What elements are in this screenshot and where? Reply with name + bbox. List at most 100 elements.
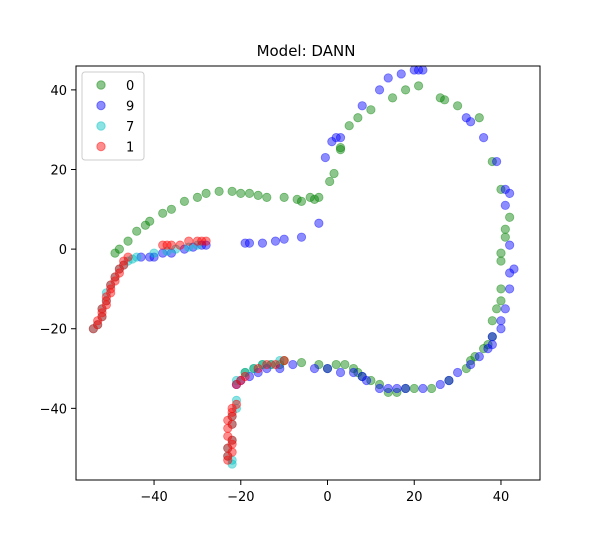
point-series-7 <box>223 451 233 461</box>
point-series-1 <box>162 240 172 250</box>
point-series-9 <box>374 383 385 394</box>
point-series-9 <box>500 304 510 314</box>
point-series-1 <box>123 252 133 262</box>
point-series-0 <box>114 244 124 254</box>
point-series-0 <box>227 186 237 196</box>
point-series-9 <box>418 383 428 394</box>
point-series-1 <box>223 443 233 453</box>
point-series-0 <box>344 121 354 131</box>
point-series-0 <box>249 363 259 374</box>
point-series-0 <box>340 359 350 370</box>
point-series-1 <box>166 240 177 250</box>
y-tick-label: −20 <box>40 323 67 338</box>
point-series-1 <box>158 240 168 250</box>
point-series-0 <box>444 375 454 386</box>
point-series-7 <box>110 272 120 282</box>
point-series-7 <box>192 240 203 250</box>
point-series-9 <box>322 363 333 374</box>
point-series-9 <box>505 284 515 294</box>
point-series-0 <box>296 196 307 206</box>
point-series-7 <box>123 256 133 266</box>
point-series-1 <box>184 236 194 246</box>
point-series-0 <box>262 192 272 202</box>
point-series-7 <box>97 304 107 314</box>
point-series-0 <box>292 194 302 204</box>
point-series-1 <box>93 320 103 330</box>
point-series-0 <box>500 232 510 242</box>
legend: 0 9 7 1 <box>81 71 145 161</box>
point-series-7 <box>171 244 181 254</box>
legend-label-1: 1 <box>126 141 134 156</box>
point-series-9 <box>314 218 324 228</box>
point-series-9 <box>166 248 177 258</box>
point-series-9 <box>474 351 484 362</box>
point-series-7 <box>101 288 111 298</box>
point-series-0 <box>505 212 515 222</box>
point-series-9 <box>479 133 489 143</box>
point-series-1 <box>231 399 242 409</box>
point-series-1 <box>227 403 237 413</box>
point-series-9 <box>374 85 385 95</box>
legend-label-0: 0 <box>126 79 134 94</box>
point-series-9 <box>466 359 476 370</box>
point-series-0 <box>400 85 411 95</box>
point-series-7 <box>266 359 276 370</box>
point-series-0 <box>426 383 437 394</box>
point-series-9 <box>145 252 155 262</box>
point-series-1 <box>93 316 103 326</box>
point-series-9 <box>240 238 250 248</box>
point-series-7 <box>184 242 194 252</box>
point-series-1 <box>97 308 107 318</box>
point-series-0 <box>236 188 246 198</box>
point-series-0 <box>329 168 339 179</box>
point-series-0 <box>435 93 445 103</box>
legend-marker-9 <box>96 100 106 111</box>
legend-frame <box>81 71 145 161</box>
point-series-9 <box>453 367 463 378</box>
point-series-9 <box>262 363 272 374</box>
y-tick-label: 0 <box>59 243 67 258</box>
legend-label-9: 9 <box>126 100 134 115</box>
legend-marker-1 <box>96 141 106 152</box>
point-series-0 <box>240 367 250 378</box>
x-tick-label: 40 <box>493 490 510 505</box>
point-series-7 <box>227 455 237 465</box>
point-series-0 <box>192 192 203 202</box>
point-series-0 <box>123 236 133 246</box>
point-series-9 <box>466 117 476 127</box>
point-series-9 <box>357 371 367 382</box>
point-series-9 <box>270 236 281 246</box>
x-tick-label: −40 <box>140 490 167 505</box>
point-series-1 <box>110 272 120 282</box>
point-series-1 <box>227 435 237 445</box>
point-series-7 <box>127 254 137 264</box>
point-series-7 <box>149 248 159 258</box>
point-series-0 <box>322 363 333 374</box>
point-series-7 <box>106 280 116 290</box>
x-tick-label: 0 <box>323 490 331 505</box>
point-series-9 <box>418 65 428 75</box>
point-series-0 <box>474 113 484 123</box>
x-tick-label: 20 <box>406 490 423 505</box>
plot-area <box>88 65 519 469</box>
point-series-1 <box>223 431 233 441</box>
point-series-0 <box>179 196 190 206</box>
point-series-9 <box>444 375 454 386</box>
point-series-1 <box>88 324 98 334</box>
point-series-0 <box>257 359 268 370</box>
point-series-1 <box>223 451 233 461</box>
point-series-9 <box>361 375 372 386</box>
point-series-9 <box>509 264 519 274</box>
point-series-1 <box>101 292 111 302</box>
point-series-7 <box>231 375 242 386</box>
point-series-1 <box>119 256 129 266</box>
point-series-1 <box>110 276 120 286</box>
y-axis: −40 −20 0 20 40 <box>40 84 76 417</box>
point-series-7 <box>249 363 259 374</box>
point-series-9 <box>461 113 471 123</box>
point-series-1 <box>101 296 111 306</box>
point-series-0 <box>244 188 255 198</box>
point-series-9 <box>331 133 341 143</box>
point-series-0 <box>305 192 315 202</box>
point-series-1 <box>227 411 237 421</box>
